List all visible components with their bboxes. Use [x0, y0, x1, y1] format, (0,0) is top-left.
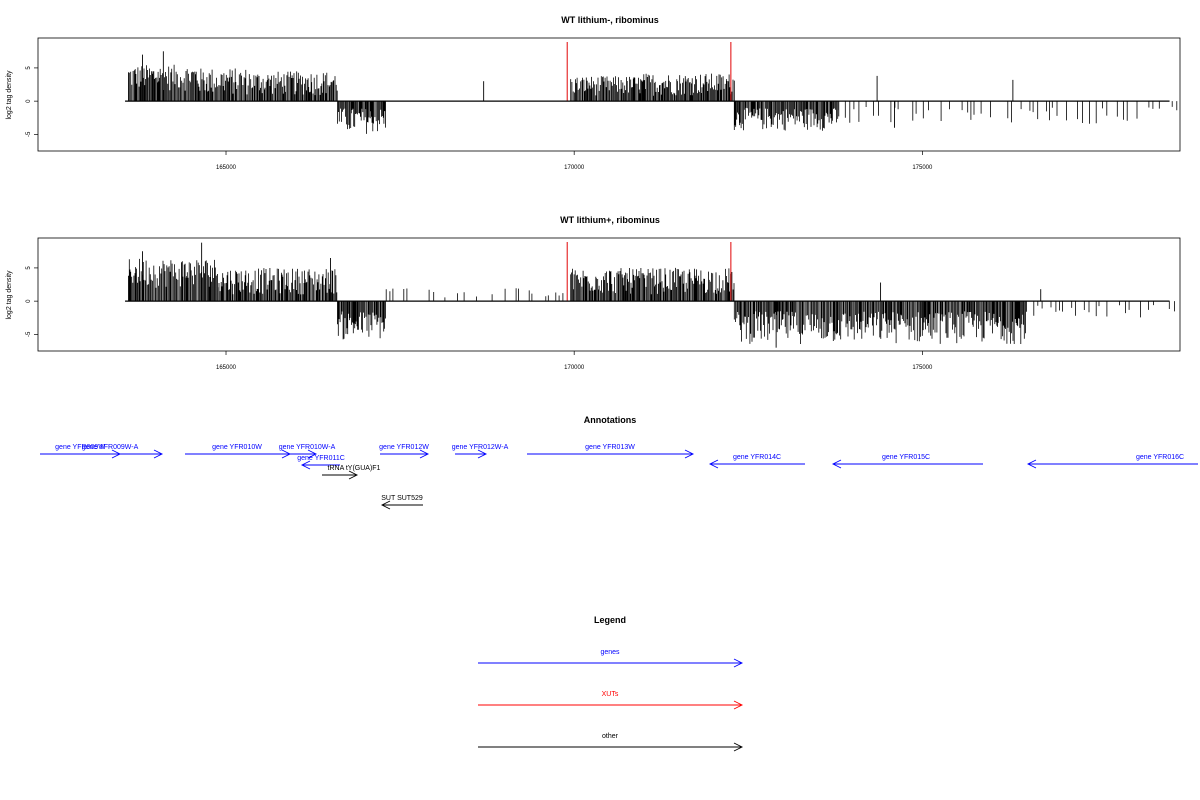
legend-item-label: other: [602, 733, 619, 740]
annotations-title: Annotations: [584, 415, 637, 425]
arrow-head-icon: [477, 449, 488, 459]
legend-title: Legend: [594, 615, 626, 625]
annotation-feature: tRNA tY(GUA)F1: [322, 465, 381, 480]
legend-item: other: [478, 733, 744, 752]
tag-density-bars: [128, 242, 1175, 348]
arrow-head-icon: [380, 500, 391, 510]
y-axis-label: log2 tag density: [6, 270, 13, 320]
annotation-feature: gene YFR010W-A: [279, 444, 336, 459]
feature-label: gene YFR013W: [585, 444, 635, 451]
annotation-feature: gene YFR014C: [708, 454, 805, 469]
annotation-feature: gene YFR010W: [185, 444, 292, 459]
annotation-feature: SUT SUT529: [380, 495, 423, 510]
legend-items: genes XUTs other: [478, 649, 744, 752]
plot-frame: [37, 37, 1181, 152]
annotation-feature: gene YFR012W-A: [452, 444, 509, 459]
legend-item-label: XUTs: [602, 691, 619, 698]
arrow-head-icon: [300, 460, 311, 470]
tag-density-bars: [128, 51, 1178, 134]
chart-title: WT lithium+, ribominus: [560, 215, 660, 225]
annotation-feature: gene YFR012W: [379, 444, 430, 459]
feature-label: tRNA tY(GUA)F1: [328, 465, 381, 472]
x-tick-label: 170000: [564, 165, 585, 171]
annotation-feature: gene YFR013W: [527, 444, 695, 459]
y-tick-label: 0: [26, 99, 32, 103]
density-bars-path: [128, 258, 1175, 344]
feature-label: gene YFR010W-A: [279, 444, 336, 451]
arrow-head-icon: [733, 658, 744, 668]
axis-ticks: 165000 170000 175000 -5 0 5: [26, 66, 933, 171]
feature-label: gene YFR012W-A: [452, 444, 509, 451]
feature-label: gene YFR014C: [733, 454, 781, 461]
annotation-feature: gene YFR011C: [297, 455, 345, 470]
arrow-head-icon: [153, 449, 164, 459]
legend: Legend genes XUTs other: [478, 615, 744, 752]
feature-label: gene YFR010W: [212, 444, 262, 451]
annotation-feature: gene YFR016C: [1026, 454, 1198, 469]
y-tick-label: 0: [26, 299, 32, 303]
annotation-feature: gene YFR009W-A: [80, 444, 164, 459]
chart-title: WT lithium-, ribominus: [561, 15, 659, 25]
arrow-head-icon: [831, 459, 842, 469]
feature-label: gene YFR009W-A: [82, 444, 139, 451]
panel-wt-lithium-plus: WT lithium+, ribominus log2 tag density …: [6, 215, 1181, 371]
feature-label: gene YFR016C: [1136, 454, 1184, 461]
x-tick-label: 165000: [216, 165, 237, 171]
axis-ticks: 165000 170000 175000 -5 0 5: [26, 266, 933, 371]
annotation-feature: gene YFR015C: [831, 454, 983, 469]
arrow-head-icon: [419, 449, 430, 459]
feature-label: gene YFR015C: [882, 454, 930, 461]
panel-wt-lithium-minus: WT lithium-, ribominus log2 tag density …: [6, 15, 1181, 171]
y-tick-label: 5: [26, 66, 32, 70]
feature-label: gene YFR012W: [379, 444, 429, 451]
x-tick-label: 165000: [216, 365, 237, 371]
feature-label: SUT SUT529: [381, 495, 423, 502]
y-tick-label: -5: [26, 131, 32, 137]
plot-frame: [37, 237, 1181, 352]
arrow-head-icon: [348, 470, 359, 480]
xut-markers: [566, 42, 732, 102]
arrow-head-icon: [1026, 459, 1037, 469]
y-axis-label: log2 tag density: [6, 70, 13, 120]
feature-label: gene YFR011C: [297, 455, 345, 462]
x-tick-label: 175000: [912, 165, 933, 171]
x-tick-label: 175000: [912, 365, 933, 371]
y-tick-label: -5: [26, 331, 32, 337]
arrow-head-icon: [708, 459, 719, 469]
x-tick-label: 170000: [564, 365, 585, 371]
arrow-head-icon: [733, 742, 744, 752]
feature-label: gene YFR009W: [55, 444, 105, 451]
legend-item: genes: [478, 649, 744, 668]
y-tick-label: 5: [26, 266, 32, 270]
legend-item-label: genes: [600, 649, 620, 656]
arrow-head-icon: [684, 449, 695, 459]
arrow-head-icon: [733, 700, 744, 710]
xut-markers: [566, 242, 732, 302]
legend-item: XUTs: [478, 691, 744, 710]
density-bars-path: [128, 64, 1178, 134]
arrow-head-icon: [307, 449, 318, 459]
